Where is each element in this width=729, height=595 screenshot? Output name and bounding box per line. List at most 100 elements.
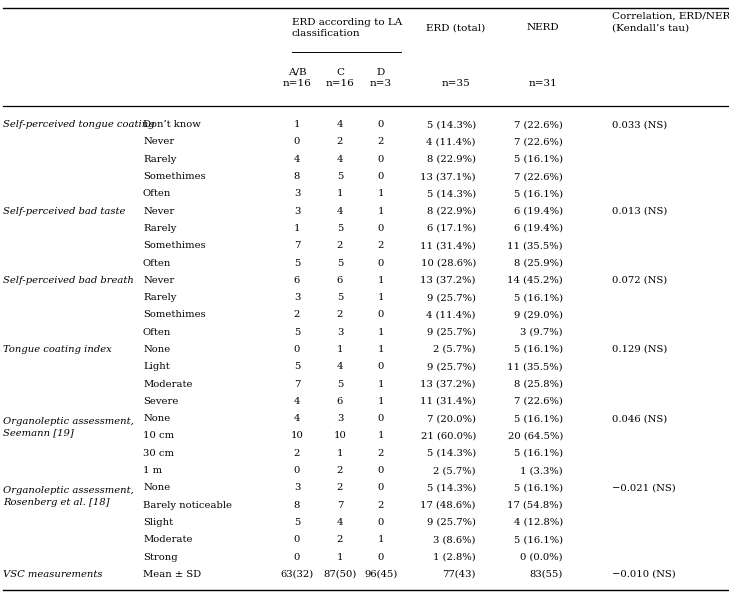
Text: 5: 5 xyxy=(337,172,343,181)
Text: 13 (37.2%): 13 (37.2%) xyxy=(421,276,476,285)
Text: 0.046 (NS): 0.046 (NS) xyxy=(612,414,667,423)
Text: 5: 5 xyxy=(337,293,343,302)
Text: 1: 1 xyxy=(337,189,343,198)
Text: 4: 4 xyxy=(337,206,343,215)
Text: 9 (25.7%): 9 (25.7%) xyxy=(427,518,476,527)
Text: 6 (19.4%): 6 (19.4%) xyxy=(514,224,563,233)
Text: 5: 5 xyxy=(294,362,300,371)
Text: 8 (25.9%): 8 (25.9%) xyxy=(514,258,563,268)
Text: 14 (45.2%): 14 (45.2%) xyxy=(507,276,563,285)
Text: 6: 6 xyxy=(337,276,343,285)
Text: 3: 3 xyxy=(294,293,300,302)
Text: 6: 6 xyxy=(294,276,300,285)
Text: Barely noticeable: Barely noticeable xyxy=(143,500,232,510)
Text: 5 (16.1%): 5 (16.1%) xyxy=(514,536,563,544)
Text: 0: 0 xyxy=(378,224,384,233)
Text: 1: 1 xyxy=(378,397,384,406)
Text: 1: 1 xyxy=(378,536,384,544)
Text: 0: 0 xyxy=(378,518,384,527)
Text: 7 (22.6%): 7 (22.6%) xyxy=(514,120,563,129)
Text: 4: 4 xyxy=(294,414,300,423)
Text: Moderate: Moderate xyxy=(143,536,192,544)
Text: 5 (14.3%): 5 (14.3%) xyxy=(426,483,476,493)
Text: 0.129 (NS): 0.129 (NS) xyxy=(612,345,667,354)
Text: 0: 0 xyxy=(378,483,384,493)
Text: 2: 2 xyxy=(378,500,384,510)
Text: Organoleptic assessment,
Seemann [19]: Organoleptic assessment, Seemann [19] xyxy=(3,417,133,437)
Text: D
n=3: D n=3 xyxy=(370,68,392,88)
Text: 17 (54.8%): 17 (54.8%) xyxy=(507,500,563,510)
Text: 21 (60.0%): 21 (60.0%) xyxy=(421,431,476,440)
Text: 11 (35.5%): 11 (35.5%) xyxy=(507,362,563,371)
Text: None: None xyxy=(143,414,171,423)
Text: 9 (25.7%): 9 (25.7%) xyxy=(427,362,476,371)
Text: Often: Often xyxy=(143,258,171,268)
Text: NERD: NERD xyxy=(526,23,559,33)
Text: Never: Never xyxy=(143,137,174,146)
Text: 13 (37.1%): 13 (37.1%) xyxy=(421,172,476,181)
Text: 5: 5 xyxy=(294,328,300,337)
Text: 0: 0 xyxy=(378,553,384,562)
Text: 11 (35.5%): 11 (35.5%) xyxy=(507,241,563,250)
Text: Rarely: Rarely xyxy=(143,224,176,233)
Text: 3: 3 xyxy=(337,414,343,423)
Text: 9 (25.7%): 9 (25.7%) xyxy=(427,293,476,302)
Text: 7 (22.6%): 7 (22.6%) xyxy=(514,172,563,181)
Text: 4 (11.4%): 4 (11.4%) xyxy=(426,311,476,320)
Text: n=35: n=35 xyxy=(442,80,470,89)
Text: 1: 1 xyxy=(378,189,384,198)
Text: 0: 0 xyxy=(378,155,384,164)
Text: 77(43): 77(43) xyxy=(443,570,476,579)
Text: 2: 2 xyxy=(337,466,343,475)
Text: 0: 0 xyxy=(378,311,384,320)
Text: Never: Never xyxy=(143,206,174,215)
Text: Slight: Slight xyxy=(143,518,173,527)
Text: 2: 2 xyxy=(337,137,343,146)
Text: 4 (11.4%): 4 (11.4%) xyxy=(426,137,476,146)
Text: 2: 2 xyxy=(337,241,343,250)
Text: 3: 3 xyxy=(294,483,300,493)
Text: 1: 1 xyxy=(337,449,343,458)
Text: 3: 3 xyxy=(294,206,300,215)
Text: 4 (12.8%): 4 (12.8%) xyxy=(514,518,563,527)
Text: 8 (22.9%): 8 (22.9%) xyxy=(427,155,476,164)
Text: 2: 2 xyxy=(294,311,300,320)
Text: 2: 2 xyxy=(337,536,343,544)
Text: 1 (2.8%): 1 (2.8%) xyxy=(433,553,476,562)
Text: 1: 1 xyxy=(378,431,384,440)
Text: 2: 2 xyxy=(337,483,343,493)
Text: 2: 2 xyxy=(337,311,343,320)
Text: 7: 7 xyxy=(294,380,300,389)
Text: 0 (0.0%): 0 (0.0%) xyxy=(521,553,563,562)
Text: 9 (25.7%): 9 (25.7%) xyxy=(427,328,476,337)
Text: 7 (22.6%): 7 (22.6%) xyxy=(514,137,563,146)
Text: 9 (29.0%): 9 (29.0%) xyxy=(514,311,563,320)
Text: 13 (37.2%): 13 (37.2%) xyxy=(421,380,476,389)
Text: 11 (31.4%): 11 (31.4%) xyxy=(420,241,476,250)
Text: 0: 0 xyxy=(378,120,384,129)
Text: Rarely: Rarely xyxy=(143,293,176,302)
Text: 17 (48.6%): 17 (48.6%) xyxy=(421,500,476,510)
Text: 7: 7 xyxy=(337,500,343,510)
Text: None: None xyxy=(143,483,171,493)
Text: 2: 2 xyxy=(378,137,384,146)
Text: 6: 6 xyxy=(337,397,343,406)
Text: ERD according to LA
classification: ERD according to LA classification xyxy=(292,18,402,39)
Text: 1: 1 xyxy=(378,345,384,354)
Text: 11 (31.4%): 11 (31.4%) xyxy=(420,397,476,406)
Text: 4: 4 xyxy=(337,518,343,527)
Text: 1: 1 xyxy=(378,328,384,337)
Text: Somethimes: Somethimes xyxy=(143,241,206,250)
Text: 6 (19.4%): 6 (19.4%) xyxy=(514,206,563,215)
Text: 0: 0 xyxy=(378,258,384,268)
Text: Often: Often xyxy=(143,189,171,198)
Text: 0: 0 xyxy=(378,362,384,371)
Text: n=31: n=31 xyxy=(529,80,558,89)
Text: 5: 5 xyxy=(337,224,343,233)
Text: 0: 0 xyxy=(294,536,300,544)
Text: 2: 2 xyxy=(294,449,300,458)
Text: 5 (16.1%): 5 (16.1%) xyxy=(514,483,563,493)
Text: 5: 5 xyxy=(337,380,343,389)
Text: 2 (5.7%): 2 (5.7%) xyxy=(433,345,476,354)
Text: Mean ± SD: Mean ± SD xyxy=(143,570,201,579)
